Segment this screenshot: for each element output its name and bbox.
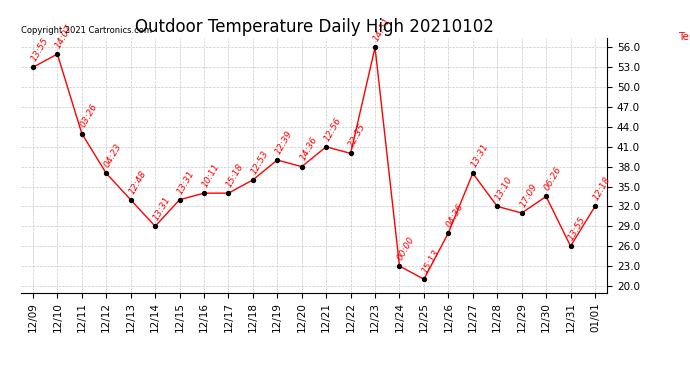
Text: 14:36: 14:36: [298, 135, 319, 162]
Text: 03:26: 03:26: [78, 102, 99, 129]
Text: 12:18: 12:18: [591, 175, 612, 202]
Text: 00:00: 00:00: [396, 235, 417, 262]
Point: [223, 190, 234, 196]
Text: 10:11: 10:11: [200, 162, 221, 189]
Point: [589, 203, 600, 209]
Point: [52, 51, 63, 57]
Text: 13:31: 13:31: [152, 195, 172, 222]
Text: 13:31: 13:31: [176, 169, 197, 196]
Text: 13:31: 13:31: [469, 142, 490, 169]
Point: [443, 230, 454, 236]
Point: [345, 150, 356, 156]
Text: 22:35: 22:35: [347, 122, 368, 149]
Point: [467, 170, 478, 176]
Text: 12:56: 12:56: [322, 116, 344, 142]
Point: [247, 177, 258, 183]
Text: 04:36: 04:36: [445, 202, 466, 229]
Point: [418, 276, 429, 282]
Point: [296, 164, 307, 170]
Point: [150, 223, 161, 229]
Point: [77, 130, 88, 136]
Point: [516, 210, 527, 216]
Point: [174, 197, 185, 203]
Text: 15:18: 15:18: [225, 162, 246, 189]
Point: [125, 197, 136, 203]
Text: 06:26: 06:26: [542, 165, 563, 192]
Point: [540, 194, 551, 200]
Point: [28, 64, 39, 70]
Text: 13:55: 13:55: [29, 36, 50, 63]
Text: 14:51: 14:51: [371, 16, 392, 43]
Point: [272, 157, 283, 163]
Point: [394, 263, 405, 269]
Text: 13:55: 13:55: [567, 215, 588, 242]
Point: [321, 144, 332, 150]
Text: 14:07: 14:07: [54, 23, 75, 50]
Text: 17:09: 17:09: [518, 182, 539, 209]
Point: [565, 243, 576, 249]
Point: [101, 170, 112, 176]
Point: [492, 203, 503, 209]
Text: 12:53: 12:53: [249, 149, 270, 176]
Text: 15:13: 15:13: [420, 248, 441, 275]
Point: [370, 44, 381, 50]
Text: 13:10: 13:10: [493, 175, 515, 202]
Text: Copyright 2021 Cartronics.com: Copyright 2021 Cartronics.com: [21, 26, 152, 35]
Text: 12:39: 12:39: [274, 129, 295, 156]
Text: 12:48: 12:48: [127, 169, 148, 196]
Point: [199, 190, 210, 196]
Y-axis label: Temperature (°F): Temperature (°F): [678, 32, 690, 42]
Text: 04:23: 04:23: [103, 142, 124, 169]
Title: Outdoor Temperature Daily High 20210102: Outdoor Temperature Daily High 20210102: [135, 18, 493, 36]
